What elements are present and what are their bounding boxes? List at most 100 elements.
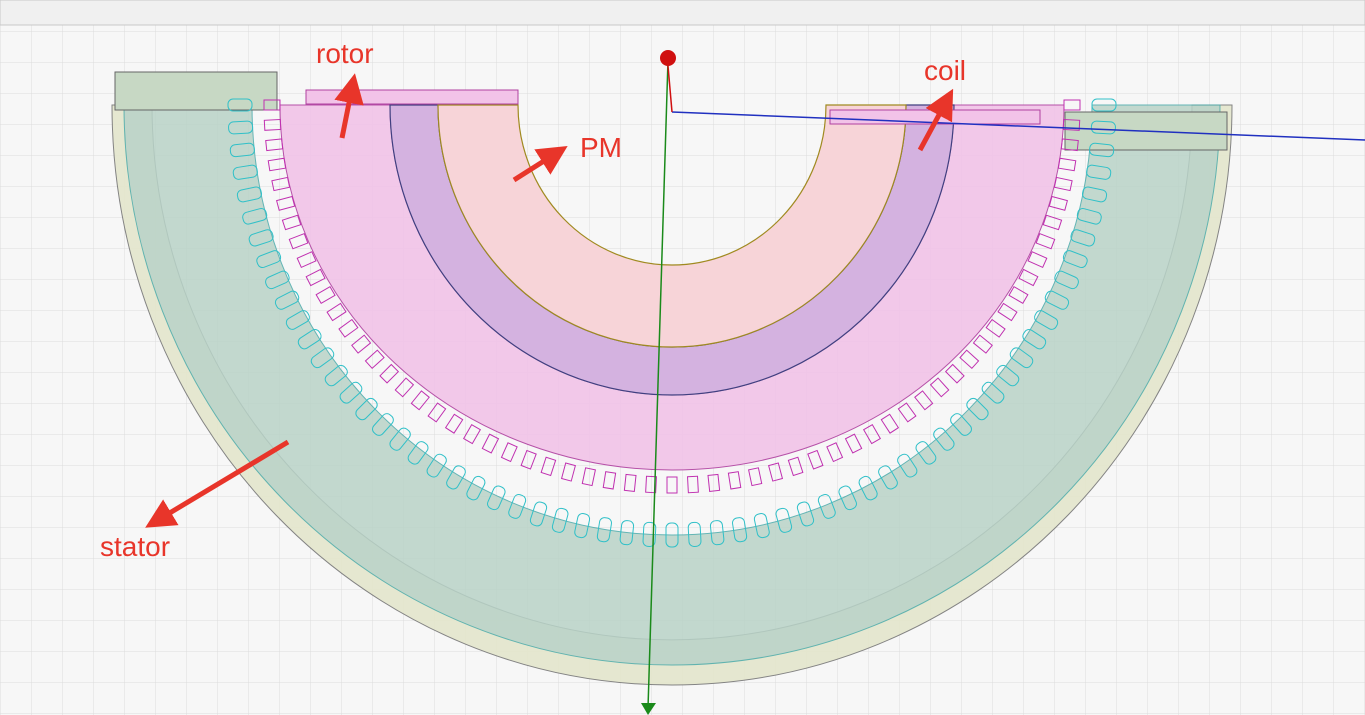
stator-label: stator	[100, 531, 170, 562]
stator-tooth	[950, 413, 972, 436]
stator-tooth	[310, 347, 335, 369]
coil-slot	[500, 442, 518, 463]
coil-slot	[985, 318, 1006, 338]
coil-slot	[914, 390, 934, 411]
stator-top-left	[114, 71, 278, 111]
coil-slot	[768, 462, 784, 482]
stator-tooth	[355, 397, 378, 421]
stator-tooth	[753, 513, 770, 539]
stator-tooth	[339, 381, 363, 404]
stator-tooth	[297, 329, 322, 350]
stator-tooth	[529, 501, 548, 527]
stator-tooth	[446, 465, 466, 490]
coil-slot	[1053, 176, 1073, 192]
coil-slot	[338, 318, 359, 338]
rotor-arrow	[334, 73, 364, 139]
coil-slot	[379, 363, 400, 384]
coil-slot	[263, 99, 281, 111]
stator-tooth	[1089, 142, 1115, 158]
stator-tooth	[933, 427, 955, 451]
coil-slot	[351, 334, 372, 354]
coil-slot	[972, 334, 993, 354]
coil-slot	[862, 423, 882, 445]
stator-tooth	[996, 364, 1020, 387]
coil-label: coil	[924, 55, 966, 86]
stator-tooth	[256, 250, 282, 269]
stator-tooth	[915, 441, 937, 465]
stator-tooth	[232, 164, 258, 180]
coil-slot	[462, 423, 482, 445]
pm	[437, 104, 907, 348]
coil-slot	[666, 476, 678, 494]
stator-tooth	[1070, 229, 1096, 247]
stator-tooth	[687, 521, 702, 547]
coil-slot	[1063, 99, 1081, 111]
coil-slot	[1027, 251, 1048, 269]
coil-slot	[265, 138, 284, 152]
rotor-top-left	[305, 89, 519, 105]
stator-tooth	[1076, 208, 1102, 225]
coil-slot	[645, 475, 658, 494]
stator-tooth	[248, 229, 274, 247]
coil-slot	[807, 449, 824, 470]
rotor-label: rotor	[316, 38, 374, 69]
stator-tooth	[858, 475, 878, 501]
coil-slot	[1048, 195, 1069, 211]
stator-tooth	[466, 475, 486, 501]
stator-tooth	[508, 494, 527, 519]
stator-tooth	[274, 290, 300, 310]
stator-tooth	[817, 494, 836, 519]
stator-tooth	[1054, 270, 1079, 290]
coil-slot	[481, 433, 500, 454]
stator-tooth	[1086, 164, 1112, 180]
stator-tooth	[878, 465, 898, 490]
coil-slot	[1057, 157, 1077, 172]
stator-tooth	[796, 501, 815, 527]
stator-tooth	[285, 310, 310, 330]
teeth	[227, 98, 1117, 548]
coil-slot	[844, 433, 863, 454]
stator-tooth	[1009, 347, 1034, 369]
coil-slot	[364, 349, 385, 370]
z-axis	[667, 65, 673, 113]
stator-tooth	[426, 453, 447, 478]
stator-tooth	[838, 485, 857, 511]
stator-tooth	[1044, 290, 1070, 310]
coil-slot	[296, 251, 317, 269]
coil-slot	[1060, 138, 1079, 152]
stator-tooth	[574, 513, 591, 539]
coil-slot	[707, 473, 721, 492]
coil-arrow	[917, 88, 954, 152]
stator	[123, 104, 1221, 666]
coil-slot	[686, 475, 699, 494]
y-axis	[647, 59, 669, 709]
coil-slot	[560, 462, 576, 482]
axis-arrow	[641, 703, 656, 715]
stator-tooth	[897, 453, 918, 478]
coil-slot	[929, 377, 950, 398]
coil-slot	[1062, 118, 1081, 131]
stator-tooth	[642, 521, 657, 547]
coil-slot	[427, 402, 447, 423]
stator-tooth	[665, 522, 679, 548]
coil-slot	[944, 363, 965, 384]
stator-tooth	[1022, 329, 1047, 350]
stator-tooth	[775, 507, 793, 533]
stator-tooth	[1091, 98, 1117, 112]
stator-tooth	[551, 507, 569, 533]
stator-tooth	[619, 520, 635, 546]
pm-arrow	[512, 145, 568, 183]
stator-tooth	[389, 427, 411, 451]
coil-slot	[267, 157, 287, 172]
stator-tooth	[1034, 310, 1059, 330]
x-axis	[671, 111, 1365, 141]
coil-slot	[263, 118, 282, 131]
coil-slot	[305, 268, 326, 287]
coil-slot	[880, 413, 900, 434]
coil-slot	[826, 442, 844, 463]
coil-slot	[288, 232, 309, 250]
coil-slot	[748, 467, 763, 487]
z-axis-point	[660, 50, 676, 66]
